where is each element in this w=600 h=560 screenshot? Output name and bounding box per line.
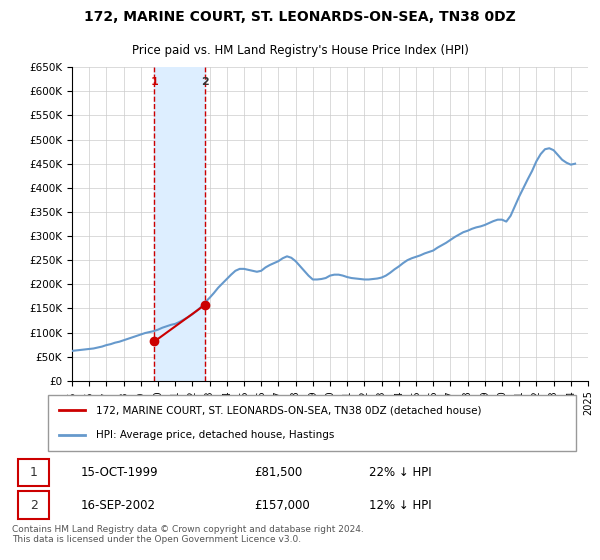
Text: 16-SEP-2002: 16-SEP-2002 xyxy=(81,499,156,512)
Text: Price paid vs. HM Land Registry's House Price Index (HPI): Price paid vs. HM Land Registry's House … xyxy=(131,44,469,57)
Text: 2: 2 xyxy=(29,499,38,512)
Text: 172, MARINE COURT, ST. LEONARDS-ON-SEA, TN38 0DZ (detached house): 172, MARINE COURT, ST. LEONARDS-ON-SEA, … xyxy=(95,405,481,416)
FancyBboxPatch shape xyxy=(18,459,49,486)
Text: 22% ↓ HPI: 22% ↓ HPI xyxy=(369,466,432,479)
Text: 2: 2 xyxy=(201,77,208,87)
Bar xyxy=(154,67,205,381)
Text: HPI: Average price, detached house, Hastings: HPI: Average price, detached house, Hast… xyxy=(95,430,334,440)
Text: 1: 1 xyxy=(29,466,38,479)
Text: 1: 1 xyxy=(151,77,158,87)
Text: 12% ↓ HPI: 12% ↓ HPI xyxy=(369,499,432,512)
Text: £81,500: £81,500 xyxy=(254,466,302,479)
Text: Contains HM Land Registry data © Crown copyright and database right 2024.
This d: Contains HM Land Registry data © Crown c… xyxy=(12,525,364,544)
Text: 15-OCT-1999: 15-OCT-1999 xyxy=(81,466,159,479)
Text: 172, MARINE COURT, ST. LEONARDS-ON-SEA, TN38 0DZ: 172, MARINE COURT, ST. LEONARDS-ON-SEA, … xyxy=(84,10,516,24)
FancyBboxPatch shape xyxy=(48,395,576,451)
FancyBboxPatch shape xyxy=(18,492,49,519)
Text: £157,000: £157,000 xyxy=(254,499,310,512)
